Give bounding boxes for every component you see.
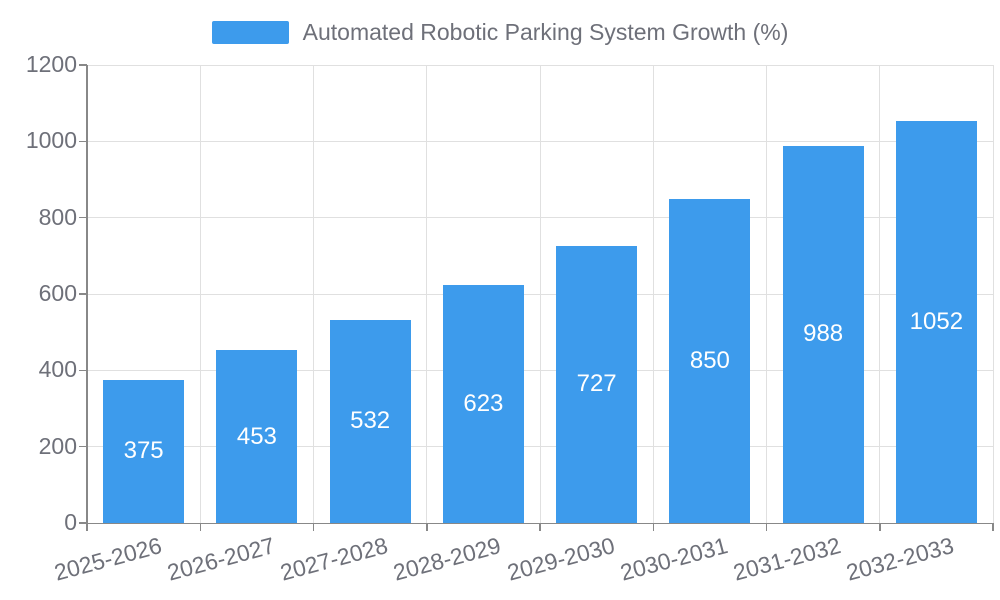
y-axis-line — [86, 65, 88, 531]
y-axis-tick — [79, 140, 87, 143]
bar[interactable]: 453 — [216, 350, 298, 523]
x-axis-category-label: 2026-2027 — [164, 532, 278, 586]
x-axis-category-label: 2029-2030 — [504, 532, 618, 586]
bar[interactable]: 850 — [669, 198, 751, 523]
y-axis-tick — [79, 445, 87, 448]
bar-value-label: 988 — [803, 320, 844, 348]
vertical-gridline — [199, 65, 201, 523]
vertical-gridline — [539, 65, 541, 523]
y-axis-tick-label: 800 — [38, 203, 77, 230]
bar[interactable]: 988 — [782, 145, 864, 523]
x-axis-tick — [199, 523, 201, 531]
x-axis-tick — [86, 523, 88, 531]
bar-value-label: 453 — [236, 422, 277, 450]
vertical-gridline — [652, 65, 654, 523]
bar[interactable]: 727 — [556, 245, 638, 523]
bar-value-label: 727 — [576, 370, 617, 398]
y-axis-tick — [79, 293, 87, 295]
y-axis-tick-label: 0 — [64, 509, 77, 535]
vertical-gridline — [313, 65, 314, 523]
bar[interactable]: 375 — [103, 379, 185, 523]
bar[interactable]: 532 — [329, 319, 411, 523]
x-axis-category-label: 2027-2028 — [277, 532, 391, 586]
x-axis-category-label: 2028-2029 — [390, 532, 504, 586]
vertical-gridline — [992, 65, 994, 523]
x-axis-tick — [879, 523, 881, 531]
x-axis-tick — [426, 523, 428, 531]
vertical-gridline — [766, 65, 767, 523]
y-axis-tick — [79, 522, 87, 524]
legend-swatch — [211, 20, 289, 44]
y-axis-tick — [79, 64, 87, 66]
y-axis-tick-label: 400 — [38, 356, 77, 383]
y-axis-tick-label: 1200 — [25, 51, 77, 77]
x-axis-category-label: 2031-2032 — [730, 532, 844, 586]
x-axis-category-label: 2030-2031 — [617, 532, 731, 586]
x-axis-category-label: 2032-2033 — [843, 532, 957, 586]
x-axis-category-label: 2025-2026 — [51, 532, 165, 586]
bar[interactable]: 623 — [442, 285, 524, 523]
bar-value-label: 623 — [463, 390, 504, 418]
x-axis-tick — [765, 523, 768, 531]
vertical-gridline — [879, 65, 881, 523]
bar[interactable]: 1052 — [895, 121, 977, 523]
y-axis-tick-label: 1000 — [25, 127, 77, 154]
bar-value-label: 375 — [123, 437, 164, 465]
bar-value-label: 1052 — [909, 308, 964, 336]
y-axis-tick — [79, 216, 87, 219]
y-axis-tick-label: 600 — [38, 280, 77, 306]
y-axis-tick — [79, 369, 87, 372]
bar-value-label: 850 — [689, 346, 730, 374]
x-axis-tick — [652, 523, 654, 531]
x-axis-tick — [539, 523, 541, 531]
x-axis-tick — [992, 523, 994, 531]
x-axis-tick — [312, 523, 315, 531]
y-axis-tick-label: 200 — [38, 432, 77, 459]
legend-label: Automated Robotic Parking System Growth … — [302, 19, 789, 45]
bar-value-label: 532 — [350, 407, 391, 435]
legend-item[interactable]: Automated Robotic Parking System Growth … — [0, 16, 1000, 48]
vertical-gridline — [426, 65, 428, 523]
